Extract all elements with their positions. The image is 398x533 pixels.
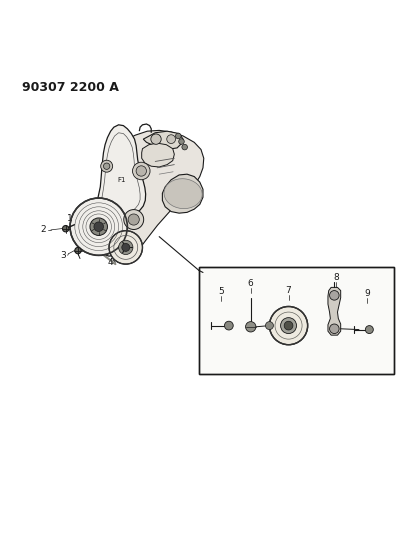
Circle shape [224, 321, 233, 330]
Circle shape [133, 162, 150, 180]
Polygon shape [328, 287, 341, 335]
Circle shape [94, 222, 103, 231]
Circle shape [284, 321, 293, 330]
Polygon shape [162, 174, 203, 213]
Circle shape [62, 225, 69, 232]
Text: 6: 6 [248, 279, 254, 288]
Circle shape [90, 218, 107, 236]
Circle shape [128, 214, 139, 225]
Text: 3: 3 [60, 251, 66, 260]
Circle shape [151, 134, 161, 144]
Polygon shape [92, 125, 146, 256]
Circle shape [246, 321, 256, 332]
Polygon shape [124, 131, 204, 254]
Circle shape [109, 231, 142, 264]
Circle shape [265, 321, 273, 329]
Polygon shape [143, 131, 183, 149]
Circle shape [124, 209, 144, 230]
Text: 2: 2 [40, 225, 46, 235]
Text: 4: 4 [108, 258, 113, 267]
Circle shape [136, 166, 146, 176]
Circle shape [179, 139, 184, 144]
Circle shape [75, 247, 81, 254]
Circle shape [103, 163, 110, 169]
Circle shape [330, 324, 339, 334]
Circle shape [269, 306, 308, 345]
Circle shape [365, 326, 373, 334]
Text: 8: 8 [333, 273, 339, 282]
Circle shape [167, 135, 176, 143]
Text: 90307 2200 A: 90307 2200 A [22, 82, 119, 94]
Circle shape [70, 198, 127, 255]
Text: 5: 5 [218, 287, 224, 296]
Circle shape [119, 240, 133, 255]
Text: 7: 7 [286, 286, 291, 295]
Bar [199, 266, 394, 374]
Circle shape [281, 318, 297, 334]
Text: F1: F1 [117, 177, 126, 183]
Bar [199, 266, 394, 374]
Text: 1: 1 [67, 214, 72, 223]
Circle shape [176, 133, 181, 139]
Polygon shape [142, 143, 174, 167]
Ellipse shape [164, 179, 202, 208]
Circle shape [122, 244, 130, 252]
Circle shape [101, 160, 113, 172]
Circle shape [330, 290, 339, 300]
Circle shape [182, 144, 187, 150]
Text: 9: 9 [364, 289, 370, 298]
